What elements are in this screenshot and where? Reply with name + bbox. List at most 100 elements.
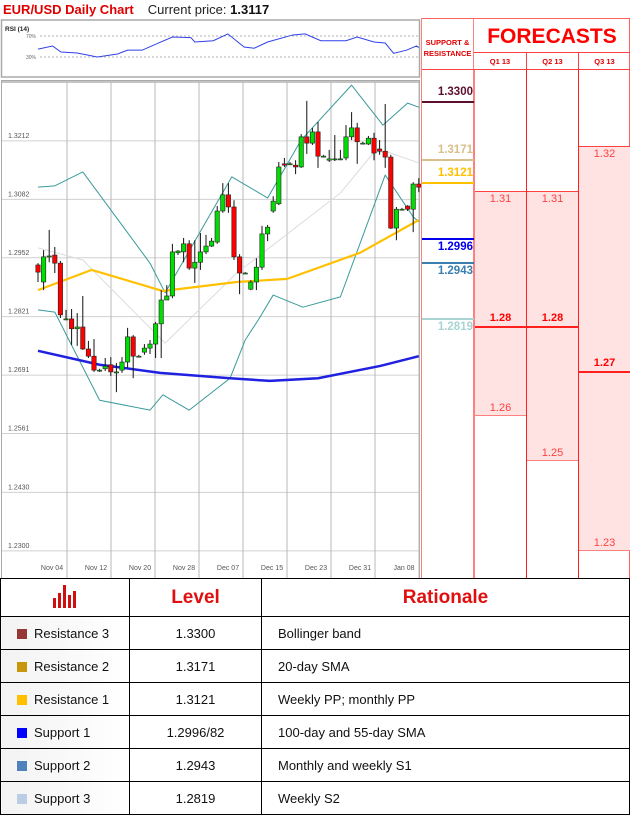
candle-body <box>175 250 181 254</box>
chart-title: EUR/USD Daily Chart <box>3 2 134 17</box>
level-rationale: Monthly and weekly S1 <box>261 748 630 782</box>
forecast-high-label: 1.31 <box>541 193 564 206</box>
candle-body <box>337 158 343 161</box>
candle-body <box>108 364 114 373</box>
level-value: 1.2996/82 <box>129 715 262 749</box>
quarter-header: Q1 13 <box>474 53 526 70</box>
candle-body <box>326 158 332 161</box>
forecast-median-line <box>527 326 578 329</box>
y-tick-label: 1.2821 <box>8 309 30 316</box>
candle-body <box>35 264 41 273</box>
level-label: 1.3300 <box>437 86 473 99</box>
candle-body <box>276 166 282 205</box>
table-row: Resistance 1 1.3121 Weekly PP; monthly PP <box>0 682 630 716</box>
candle-body <box>399 208 405 211</box>
forecast-median-label: 1.28 <box>489 312 512 325</box>
x-tick-label: Nov 28 <box>173 565 195 572</box>
candle-body <box>169 251 175 297</box>
forecast-low-label: 1.23 <box>593 536 616 549</box>
candle-body <box>74 326 80 330</box>
level-name: Support 2 <box>34 757 91 773</box>
candle-body <box>365 137 371 145</box>
level-color-swatch <box>17 628 27 639</box>
forecast-column: 1.31 1.28 1.26 <box>474 70 526 578</box>
level-line <box>422 261 474 264</box>
candle-body <box>220 194 226 212</box>
x-tick-label: Dec 15 <box>261 565 283 572</box>
forecast-range <box>475 191 526 416</box>
forecast-median-label: 1.27 <box>593 357 616 370</box>
candle-body <box>309 131 315 144</box>
candle-body <box>354 127 360 143</box>
level-line <box>422 101 474 104</box>
rsi-level-label: 30% <box>26 55 37 61</box>
candle-body <box>410 183 416 210</box>
candle-body <box>293 164 299 168</box>
forecasts-header: FORECASTS <box>474 18 630 53</box>
candle-body <box>69 318 75 330</box>
table-icon-cell <box>0 578 130 617</box>
candle-body <box>287 163 293 166</box>
candle-body <box>85 348 91 357</box>
rsi-label: RSI (14) <box>5 26 29 33</box>
level-rationale: 100-day and 55-day SMA <box>261 715 630 749</box>
levels-table: Level Rationale Resistance 3 1.3300 Bollin… <box>0 578 630 815</box>
candle-body <box>46 255 52 258</box>
candle-body <box>63 318 69 321</box>
level-name: Resistance 3 <box>34 625 110 641</box>
x-tick-label: Dec 31 <box>349 565 371 572</box>
level-name-cell: Resistance 1 <box>0 682 130 716</box>
candle-body <box>259 233 265 268</box>
candle-body <box>41 256 47 283</box>
level-column-header: Level <box>129 578 262 617</box>
x-tick-label: Nov 20 <box>129 565 151 572</box>
level-name: Resistance 1 <box>34 691 110 707</box>
candle-body <box>186 243 192 269</box>
y-tick-label: 1.2691 <box>8 367 30 374</box>
level-label: 1.2996 <box>437 240 473 253</box>
candle-body <box>315 131 321 157</box>
table-row: Resistance 2 1.3171 20-day SMA <box>0 649 630 683</box>
forecast-column: 1.31 1.28 1.25 <box>526 70 578 578</box>
level-label: 1.2943 <box>437 264 473 277</box>
x-tick-label: Nov 04 <box>41 565 63 572</box>
rsi-line <box>37 33 420 58</box>
x-tick-label: Dec 07 <box>217 565 239 572</box>
candle-body <box>97 369 103 372</box>
level-color-swatch <box>17 760 27 771</box>
forecast-high-label: 1.32 <box>593 148 616 161</box>
level-rationale: Bollinger band <box>261 616 630 650</box>
x-tick-label: Jan 08 <box>393 565 414 572</box>
y-tick-label: 1.3082 <box>8 191 30 198</box>
candle-body <box>153 323 159 345</box>
level-rationale: Weekly PP; monthly PP <box>261 682 630 716</box>
table-row: Resistance 3 1.3300 Bollinger band <box>0 616 630 650</box>
candle-body <box>181 243 187 253</box>
level-name: Support 1 <box>34 724 91 740</box>
level-name: Resistance 2 <box>34 658 110 674</box>
level-value: 1.3121 <box>129 682 262 716</box>
candle-body <box>130 336 136 357</box>
candle-body <box>377 148 383 152</box>
candle-body <box>371 137 377 154</box>
candle-body <box>248 281 254 290</box>
level-rationale: Weekly S2 <box>261 781 630 815</box>
level-value: 1.2943 <box>129 748 262 782</box>
level-name-cell: Support 3 <box>0 781 130 815</box>
forecast-range <box>527 191 578 461</box>
y-tick-label: 1.2952 <box>8 250 30 257</box>
level-color-swatch <box>17 727 27 738</box>
candle-body <box>164 295 170 301</box>
current-price-value: 1.3117 <box>230 2 270 17</box>
candle-body <box>203 245 209 253</box>
table-header-row: Level Rationale <box>0 578 630 617</box>
level-value: 1.3171 <box>129 649 262 683</box>
level-color-swatch <box>17 793 27 804</box>
x-tick-label: Nov 12 <box>85 565 107 572</box>
candle-body <box>298 136 304 168</box>
level-label: 1.3121 <box>437 166 473 179</box>
bar-chart-icon <box>53 585 76 608</box>
forecast-median-line <box>475 326 526 329</box>
candle-body <box>125 336 131 363</box>
candle-body <box>304 136 310 144</box>
